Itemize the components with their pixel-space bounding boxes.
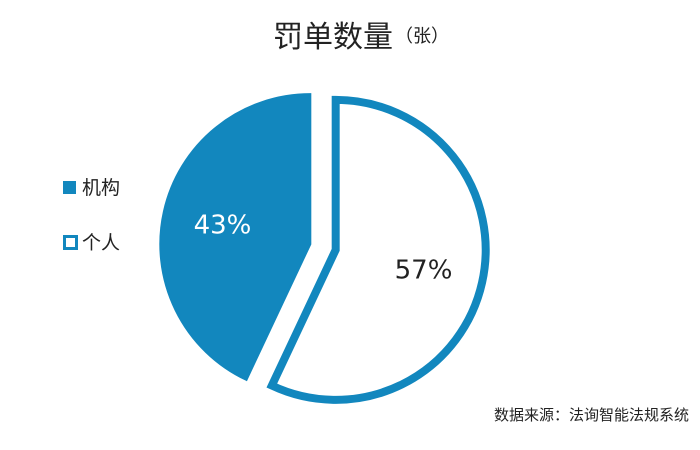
legend-label-jigou: 机构 xyxy=(82,177,120,199)
data-source-note: 数据来源：法询智能法规系统 xyxy=(494,406,689,424)
legend-swatch-geren xyxy=(63,235,78,250)
legend-swatch-jigou xyxy=(63,181,76,194)
slice-label-jigou: 43% xyxy=(194,211,252,241)
chart-title: 罚单数量 xyxy=(273,20,393,55)
legend: 机构 个人 xyxy=(63,177,120,254)
pie-slice-labels: 43% 57% xyxy=(194,211,453,286)
slice-label-geren: 57% xyxy=(395,255,453,285)
pie-slices xyxy=(159,93,490,404)
pie-slice-geren xyxy=(266,95,490,404)
pie-slice-jigou xyxy=(159,93,312,382)
chart-title-unit: （张） xyxy=(395,26,449,47)
legend-label-geren: 个人 xyxy=(82,232,120,254)
